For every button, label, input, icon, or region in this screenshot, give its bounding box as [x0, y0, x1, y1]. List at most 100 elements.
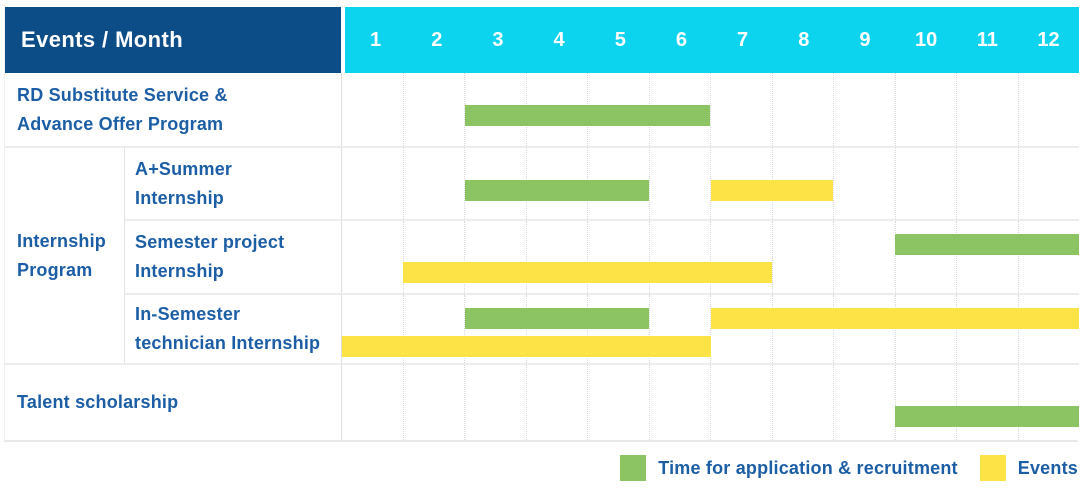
- row-label-line: Semester project: [135, 232, 285, 252]
- month-grid-cell: [648, 365, 711, 440]
- month-grid-cell: [587, 221, 649, 293]
- month-grid-cell: [833, 295, 895, 363]
- month-header-cell: 3: [492, 28, 504, 51]
- month-grid-cell: [956, 365, 1018, 440]
- row-label-line: Talent scholarship: [17, 392, 179, 412]
- row-label-line: Internship: [135, 187, 225, 208]
- gantt-bar-yellow-event: [403, 262, 772, 283]
- month-grid-cell: [894, 221, 957, 293]
- row-label-rd-substitute: RD Substitute Service & Advance Offer Pr…: [5, 73, 341, 146]
- month-header-cell: 2: [431, 28, 443, 51]
- chart-row-in-semester-technician: [341, 293, 1079, 363]
- month-grid-cell: [1017, 73, 1080, 146]
- month-grid-cell: [710, 148, 772, 219]
- month-grid-cell: [1017, 295, 1080, 363]
- month-header-cell: 7: [737, 28, 749, 51]
- month-grid-cell: [464, 73, 526, 146]
- table-header-title-text: Events / Month: [21, 27, 184, 52]
- legend-swatch-green: [620, 455, 647, 481]
- legend-label: Events: [1017, 457, 1078, 478]
- group-label-internship-program: Internship Program: [5, 146, 124, 363]
- chart-row-talent-scholarship: [341, 363, 1079, 440]
- row-label-talent-scholarship: Talent scholarship: [5, 363, 341, 440]
- group-label-line: Program: [17, 259, 93, 280]
- month-grid-cell: [956, 221, 1018, 293]
- month-grid-cell: [464, 221, 526, 293]
- month-grid-cell: [710, 73, 772, 146]
- month-grid-cell: [525, 221, 588, 293]
- month-grid-cell: [833, 221, 895, 293]
- legend-swatch-yellow: [979, 455, 1006, 481]
- row-label-line: Advance Offer Program: [17, 113, 224, 134]
- month-grid-cell: [710, 221, 772, 293]
- month-grid-cell: [402, 295, 465, 363]
- month-grid-cell: [1017, 221, 1080, 293]
- legend-item-yellow: Events: [979, 455, 1078, 481]
- gantt-bar-green-application: [464, 308, 650, 329]
- month-grid-cell: [342, 221, 403, 293]
- month-grid-cell: [525, 365, 588, 440]
- row-label-in-semester-technician: In-Semester technician Internship: [124, 293, 341, 363]
- month-grid-cell: [402, 221, 465, 293]
- chart-row-a-plus-summer: [341, 146, 1079, 219]
- month-gridlines: [342, 365, 1079, 440]
- month-grid-cell: [464, 295, 526, 363]
- month-grid-cell: [894, 365, 957, 440]
- row-label-a-plus-summer: A+Summer Internship: [124, 146, 341, 219]
- table-header-title: Events / Month: [5, 7, 341, 73]
- month-grid-cell: [833, 73, 895, 146]
- month-grid-cell: [342, 148, 403, 219]
- month-header-cell: 9: [859, 28, 871, 51]
- month-grid-cell: [956, 295, 1018, 363]
- events-month-table: Events / Month 1 2 3 4 5 6 7 8 9 10 11 12 RD Substi…: [4, 7, 1079, 442]
- legend: Time for application & recruitment Events: [620, 455, 1078, 481]
- gantt-bar-green-application: [894, 406, 1079, 427]
- month-grid-cell: [956, 73, 1018, 146]
- month-grid-cell: [587, 295, 649, 363]
- month-header-row: 1 2 3 4 5 6 7 8 9 10 11 12: [341, 7, 1079, 73]
- month-gridlines: [342, 73, 1079, 146]
- month-header-cell: 4: [553, 28, 565, 51]
- month-grid-cell: [771, 221, 834, 293]
- gantt-bar-green-application: [464, 105, 711, 126]
- gantt-bar-green-application: [464, 180, 650, 201]
- chart-row-rd-substitute: [341, 73, 1079, 146]
- month-grid-cell: [833, 148, 895, 219]
- month-grid-cell: [464, 148, 526, 219]
- month-grid-cell: [342, 365, 403, 440]
- month-grid-cell: [587, 365, 649, 440]
- month-grid-cell: [648, 148, 711, 219]
- month-gridlines: [342, 221, 1079, 293]
- month-grid-cell: [402, 148, 465, 219]
- row-label-semester-project: Semester project Internship: [124, 219, 341, 293]
- month-grid-cell: [1017, 365, 1080, 440]
- month-header-cell: 10: [915, 28, 938, 51]
- month-header-cell: 1: [370, 28, 382, 51]
- row-label-line: RD Substitute Service &: [17, 84, 228, 105]
- month-grid-cell: [710, 295, 772, 363]
- month-grid-cell: [464, 365, 526, 440]
- month-grid-cell: [648, 221, 711, 293]
- month-header-cell: 5: [614, 28, 626, 51]
- gantt-bar-yellow-event: [710, 180, 834, 201]
- group-label-line: Internship: [17, 230, 107, 251]
- gantt-bar-green-application: [894, 234, 1079, 255]
- month-grid-cell: [771, 73, 834, 146]
- legend-item-green: Time for application & recruitment: [620, 455, 958, 481]
- gantt-bar-yellow-event: [710, 308, 1079, 329]
- row-label-line: In-Semester: [135, 304, 241, 324]
- month-grid-cell: [771, 365, 834, 440]
- month-grid-cell: [402, 365, 465, 440]
- month-grid-cell: [1017, 148, 1080, 219]
- month-grid-cell: [342, 73, 403, 146]
- month-grid-cell: [402, 73, 465, 146]
- chart-row-semester-project: [341, 219, 1079, 293]
- month-grid-cell: [894, 295, 957, 363]
- month-header-cell: 6: [675, 28, 687, 51]
- month-header-cell: 8: [798, 28, 810, 51]
- row-label-line: Internship: [135, 261, 225, 281]
- month-grid-cell: [956, 148, 1018, 219]
- row-label-line: technician Internship: [135, 333, 321, 353]
- month-header-cell: 12: [1037, 28, 1060, 51]
